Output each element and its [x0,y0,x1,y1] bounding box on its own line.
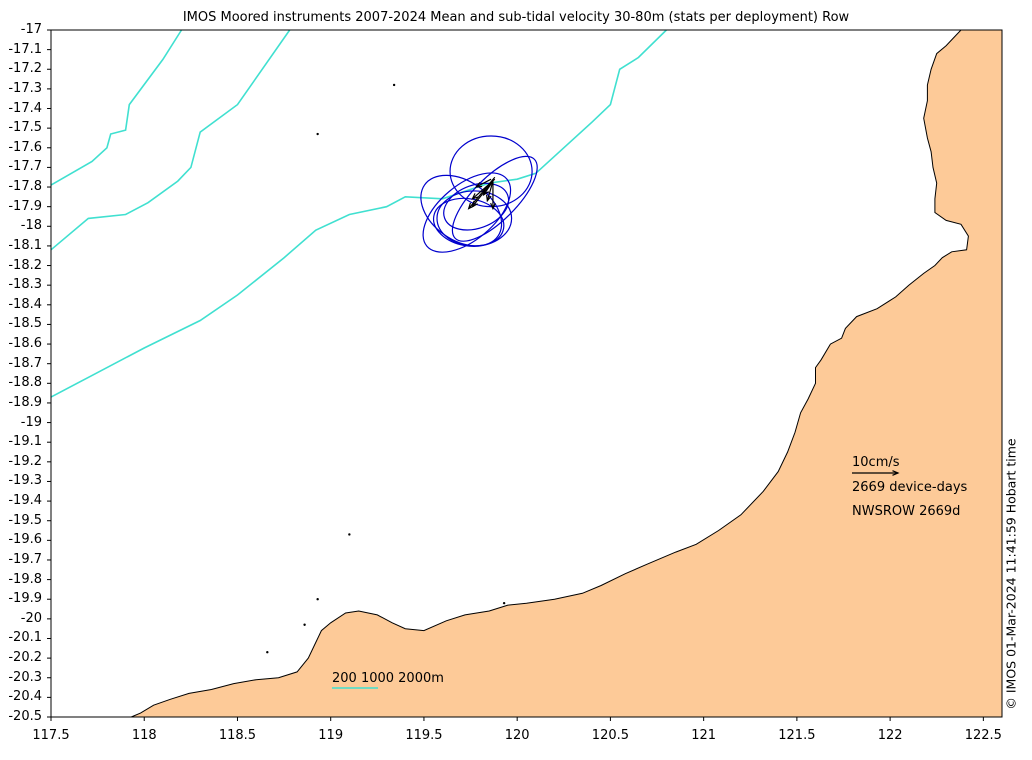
isobath-layer [50,29,667,398]
x-tick-label: 122.5 [964,728,1002,743]
y-tick-label: -20.3 [8,669,42,685]
arrow-layer [467,176,496,211]
y-tick-label: -19 [20,414,42,430]
y-tick-label: -18.1 [8,237,42,253]
plot-frame [50,29,1003,718]
y-tick-label: -18.4 [8,296,42,312]
velocity-arrow-4 [486,180,494,203]
y-tick-label: -18.2 [8,257,42,273]
island-dot-6 [266,651,269,654]
island-dot-3 [348,533,351,536]
y-tick-label: -19.1 [8,434,42,450]
y-tick-label: -17.9 [8,198,42,214]
y-tick-label: -19.9 [8,591,42,607]
y-tick-label: -19.7 [8,551,42,567]
x-tick-label: 119 [318,728,344,743]
x-tick-label: 117.5 [32,728,70,743]
y-tick-label: -18 [20,218,42,234]
y-tick-label: -17.4 [8,100,42,116]
land-layer [131,29,1003,718]
y-tick-label: -19.6 [8,532,42,548]
y-tick-label: -20.4 [8,689,42,705]
y-tick-label: -18.3 [8,277,42,293]
y-tick-label: -19.8 [8,571,42,587]
y-tick-label: -18.6 [8,336,42,352]
legend-layer [332,470,900,689]
isobath-2000m [50,29,667,398]
x-tick-label: 121 [691,728,717,743]
y-tick-label: -20.5 [8,709,42,724]
y-tick-label: -18.7 [8,355,42,371]
x-tick-label: 118.5 [218,728,257,743]
speed-scale-arrow [852,470,900,476]
y-tick-label: -17.1 [8,41,42,57]
station-label: NWSROW 2669d [852,504,961,519]
isobath-200m [50,29,183,186]
isobath-legend-label: 200 1000 2000m [332,671,444,686]
y-tick-label: -19.2 [8,453,42,469]
device-days-label: 2669 device-days [852,480,968,495]
y-tick-label: -17.3 [8,80,42,96]
x-tick-label: 121.5 [778,728,816,743]
island-dot-1 [392,83,396,87]
tick-layer [47,29,984,721]
velocity-arrow-6 [474,178,492,188]
y-tick-label: -18.8 [8,375,42,391]
y-tick-label: -17 [20,22,42,37]
y-tick-label: -18.9 [8,394,42,410]
velocity-arrow-2 [471,178,496,200]
y-tick-label: -20.1 [8,630,42,646]
y-tick-label: -17.7 [8,159,42,175]
island-dot-5 [303,623,306,626]
y-tick-label: -17.8 [8,179,42,195]
x-tick-label: 122 [877,728,903,743]
y-tick-label: -17.2 [8,61,42,77]
y-tick-label: -19.3 [8,473,42,489]
x-tick-label: 118 [131,728,157,743]
map-title: IMOS Moored instruments 2007-2024 Mean a… [182,10,850,25]
y-tick-label: -17.6 [8,139,42,155]
velocity-arrow-3 [471,182,492,208]
y-tick-label: -19.4 [8,493,42,509]
y-tick-label: -17.5 [8,120,42,136]
y-tick-label: -19.5 [8,512,42,528]
speed-scale-label: 10cm/s [852,455,900,470]
island-dot-7 [502,601,506,605]
velocity-arrow-7 [482,180,494,197]
island-layer [266,83,506,654]
velocity-arrow-5 [490,181,496,211]
isobath-1000m [50,29,291,251]
x-tick-label: 120 [504,728,530,743]
x-tick-label: 120.5 [591,728,630,743]
y-tick-label: -20 [20,610,42,626]
y-tick-label: -20.2 [8,650,42,666]
y-tick-label: -18.5 [8,316,42,332]
credit-text: © IMOS 01-Mar-2024 11:41:59 Hobart time [1003,438,1019,710]
island-dot-4 [316,598,319,601]
x-tick-label: 119.5 [405,728,443,743]
land-polygon [131,29,1003,718]
variance-ellipse-5 [443,182,510,231]
island-dot-2 [316,132,319,136]
